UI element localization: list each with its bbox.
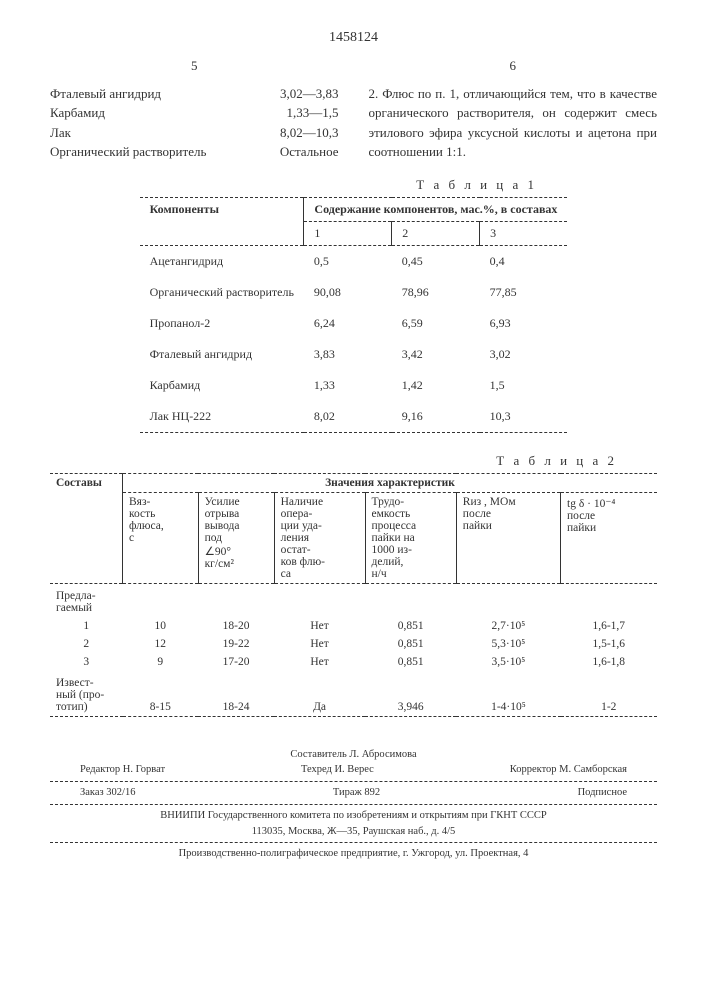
t1-col-2: 2	[392, 221, 480, 245]
t2-cell: 9	[123, 653, 199, 671]
t2-cell: 0,851	[365, 617, 456, 635]
comp-val: 8,02—10,3	[280, 123, 339, 143]
t2-cell: 18-20	[198, 617, 274, 635]
t1-r5-name: Лак НЦ-222	[140, 401, 304, 433]
divider	[50, 804, 657, 805]
t1-cell: 10,3	[480, 401, 568, 433]
table2-caption: Т а б л и ц а 2	[50, 453, 617, 469]
footer-print: Производственно-полиграфическое предприя…	[50, 846, 657, 862]
t2-cell: 8-15	[123, 671, 199, 717]
comp-name: Органический растворитель	[50, 142, 206, 162]
t2-cell: 1-2	[561, 671, 658, 717]
t2-col: Наличие опера- ции уда- ления остат- ков…	[274, 492, 365, 583]
comp-name: Карбамид	[50, 103, 105, 123]
right-text: 2. Флюс по п. 1, отличающийся тем, что в…	[369, 84, 658, 162]
t2-group2: Извест- ный (про- тотип)	[50, 671, 123, 717]
left-column: 5 Фталевый ангидрид 3,02—3,83 Карбамид 1,3…	[50, 56, 339, 162]
t2-cell: 3,946	[365, 671, 456, 717]
t1-cell: 0,45	[392, 245, 480, 277]
t1-r2-name: Пропанол-2	[140, 308, 304, 339]
comp-name: Лак	[50, 123, 71, 143]
t2-cell: Нет	[274, 635, 365, 653]
footer-tirazh: Тираж 892	[333, 785, 380, 801]
t1-r1-name: Органический растворитель	[140, 277, 304, 308]
divider	[50, 781, 657, 782]
footer-podpis: Подписное	[578, 785, 627, 801]
comp-val: 1,33—1,5	[287, 103, 339, 123]
t1-cell: 78,96	[392, 277, 480, 308]
footer-addr: 113035, Москва, Ж—35, Раушская наб., д. …	[50, 824, 657, 840]
comp-val: 3,02—3,83	[280, 84, 339, 104]
t2-col: Вяз- кость флюса, с	[123, 492, 199, 583]
t2-cell: 12	[123, 635, 199, 653]
t1-r4-name: Карбамид	[140, 370, 304, 401]
t2-cell: Нет	[274, 653, 365, 671]
divider	[50, 842, 657, 843]
t1-cell: 1,5	[480, 370, 568, 401]
footer-corrector: Корректор М. Самборская	[510, 762, 627, 778]
t2-cell: 1-4·10⁵	[456, 671, 560, 717]
t1-cell: 8,02	[304, 401, 392, 433]
t1-cell: 6,24	[304, 308, 392, 339]
t1-cell: 1,33	[304, 370, 392, 401]
t1-col-1: 1	[304, 221, 392, 245]
t2-cell: Нет	[274, 617, 365, 635]
t1-col-3: 3	[480, 221, 568, 245]
top-columns: 5 Фталевый ангидрид 3,02—3,83 Карбамид 1,3…	[50, 56, 657, 162]
right-column: 6 2. Флюс по п. 1, отличающийся тем, что…	[369, 56, 658, 162]
t2-rowname: 1	[50, 617, 123, 635]
t1-cell: 3,42	[392, 339, 480, 370]
t2-rowname: 2	[50, 635, 123, 653]
t1-cell: 3,02	[480, 339, 568, 370]
comp-name: Фталевый ангидрид	[50, 84, 161, 104]
t2-cell: 2,7·10⁵	[456, 617, 560, 635]
t2-cell: 10	[123, 617, 199, 635]
t2-cell: 18-24	[198, 671, 274, 717]
t1-cell: 9,16	[392, 401, 480, 433]
t2-col: tg δ · 10⁻⁴ после пайки	[561, 492, 658, 583]
t1-cell: 0,4	[480, 245, 568, 277]
t2-group1: Предла- гаемый	[50, 583, 657, 617]
t2-head-values: Значения характеристик	[123, 473, 658, 492]
footer: Составитель Л. Абросимова Редактор Н. Го…	[50, 747, 657, 863]
doc-number: 1458124	[50, 30, 657, 46]
t2-cell: 17-20	[198, 653, 274, 671]
t2-col: Усилие отрыва вывода под ∠90° кг/см²	[198, 492, 274, 583]
footer-tech: Техред И. Верес	[301, 762, 374, 778]
t2-cell: 3,5·10⁵	[456, 653, 560, 671]
t1-cell: 6,93	[480, 308, 568, 339]
col-num-5: 5	[50, 56, 339, 76]
comp-val: Остальное	[280, 142, 339, 162]
t1-head-content: Содержание компонентов, мас.%, в состава…	[304, 197, 568, 221]
t1-r0-name: Ацетангидрид	[140, 245, 304, 277]
footer-composer: Составитель Л. Абросимова	[50, 747, 657, 763]
t2-rowname: 3	[50, 653, 123, 671]
t1-head-components: Компоненты	[140, 197, 304, 245]
col-num-6: 6	[369, 56, 658, 76]
footer-editor: Редактор Н. Горват	[80, 762, 165, 778]
t1-cell: 6,59	[392, 308, 480, 339]
t1-cell: 1,42	[392, 370, 480, 401]
t2-cell: 0,851	[365, 635, 456, 653]
footer-org: ВНИИПИ Государственного комитета по изоб…	[50, 808, 657, 824]
t1-cell: 77,85	[480, 277, 568, 308]
t2-cell: 1,5-1,6	[561, 635, 658, 653]
footer-order: Заказ 302/16	[80, 785, 135, 801]
table1: Компоненты Содержание компонентов, мас.%…	[140, 197, 568, 433]
table2: Составы Значения характеристик Вяз- кост…	[50, 473, 657, 717]
t1-cell: 90,08	[304, 277, 392, 308]
t2-cell: Да	[274, 671, 365, 717]
t2-cell: 1,6-1,8	[561, 653, 658, 671]
t2-cell: 19-22	[198, 635, 274, 653]
table1-caption: Т а б л и ц а 1	[50, 177, 537, 193]
t2-col: Rиз , МОм после пайки	[456, 492, 560, 583]
t2-cell: 0,851	[365, 653, 456, 671]
t2-head-compounds: Составы	[50, 473, 123, 583]
t1-cell: 3,83	[304, 339, 392, 370]
t1-cell: 0,5	[304, 245, 392, 277]
t2-cell: 1,6-1,7	[561, 617, 658, 635]
t1-r3-name: Фталевый ангидрид	[140, 339, 304, 370]
t2-cell: 5,3·10⁵	[456, 635, 560, 653]
t2-col: Трудо- емкость процесса пайки на 1000 из…	[365, 492, 456, 583]
